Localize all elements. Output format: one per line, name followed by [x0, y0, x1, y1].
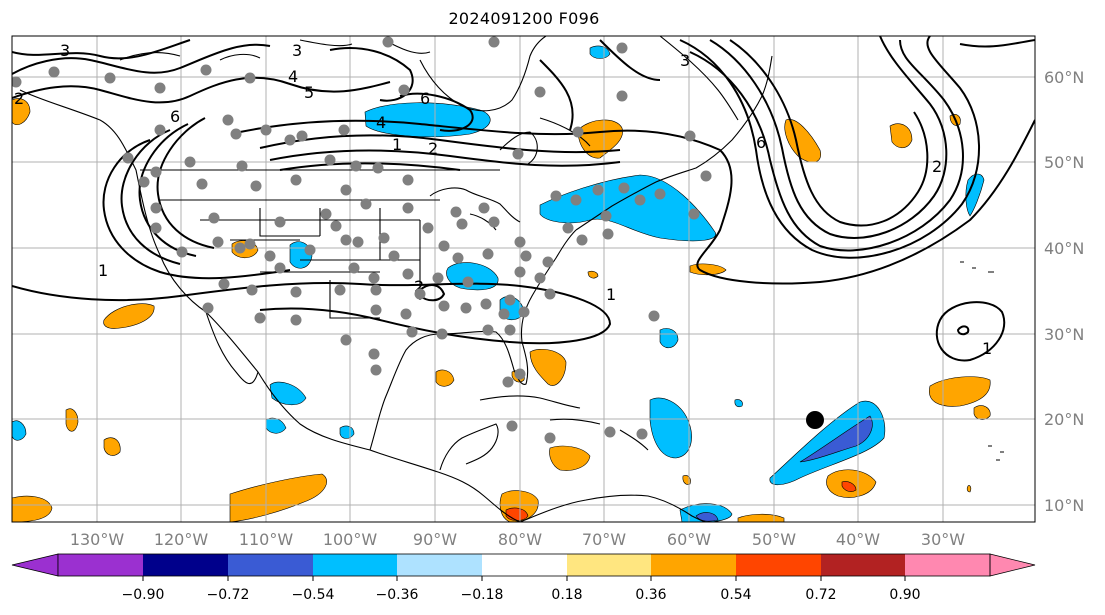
colorbar-bin	[651, 554, 736, 576]
contour-lines	[12, 36, 1035, 362]
storm-position-marker	[806, 411, 824, 429]
lon-label: 130°W	[70, 530, 125, 549]
lat-label: 20°N	[1044, 410, 1084, 429]
colorbar-tick-label: −0.90	[122, 587, 165, 603]
colorbar-frame	[57, 553, 991, 577]
contour-label: 5	[304, 83, 314, 102]
colorbar-tick-label: 0.54	[720, 587, 751, 603]
lon-label: 100°W	[323, 530, 378, 549]
map-title: 2024091200 F096	[448, 9, 600, 28]
colorbar-tick-label: 0.18	[551, 587, 582, 603]
lat-label: 50°N	[1044, 153, 1084, 172]
contour-label: 6	[170, 107, 180, 126]
colorbar-tick-label: −0.72	[207, 587, 250, 603]
graticule	[12, 36, 1035, 522]
lon-label: 70°W	[582, 530, 626, 549]
latitude-labels: 60°N 50°N 40°N 30°N 20°N 10°N	[1044, 68, 1084, 515]
colorbar-bin	[567, 554, 651, 576]
lon-label: 60°W	[667, 530, 711, 549]
colorbar-bin	[58, 554, 143, 576]
colorbar-bin	[482, 554, 567, 576]
lat-label: 10°N	[1044, 496, 1084, 515]
colorbar-bin	[736, 554, 821, 576]
contour-label: 1	[98, 261, 108, 280]
colorbar-bin	[821, 554, 905, 576]
map-panel	[12, 36, 1035, 522]
colorbar-extend-high	[989, 553, 1036, 577]
contour-label: 3	[680, 51, 690, 70]
contour-label: 1	[606, 285, 616, 304]
lon-label: 90°W	[413, 530, 457, 549]
colorbar-bin	[905, 554, 990, 576]
contour-label: 2	[932, 157, 942, 176]
colorbar-tick-label: 0.90	[889, 587, 920, 603]
map-frame	[11, 35, 1036, 523]
colorbar-tick-label: −0.54	[292, 587, 335, 603]
negative-anomaly-newfoundland	[539, 174, 717, 242]
colorbar-tick-label: −0.36	[376, 587, 419, 603]
station-dots	[12, 36, 712, 444]
colorbar-bin	[313, 554, 397, 576]
contour-label: 4	[288, 67, 298, 86]
negative-anomaly-storm	[769, 400, 886, 486]
lon-label: 110°W	[239, 530, 294, 549]
lat-label: 60°N	[1044, 68, 1084, 87]
colorbar-bin	[228, 554, 313, 576]
contour-label: 6	[756, 133, 766, 152]
colorbar-bin	[397, 554, 482, 576]
lon-label: 30°W	[921, 530, 965, 549]
colorbar-extend-low	[11, 553, 59, 577]
contour-label: 2	[414, 277, 424, 296]
lon-label: 40°W	[836, 530, 880, 549]
lon-label: 120°W	[154, 530, 209, 549]
contour-label: 3	[60, 41, 70, 60]
lon-label: 50°W	[752, 530, 796, 549]
colorbar-tick-label: 0.36	[635, 587, 666, 603]
contour-label: 3	[292, 41, 302, 60]
contour-label: 1	[982, 339, 992, 358]
lon-label: 80°W	[498, 530, 542, 549]
contour-label: 1	[392, 135, 402, 154]
colorbar-bin	[143, 554, 228, 576]
colorbar-tick-label: 0.72	[805, 587, 836, 603]
longitude-labels: 130°W 120°W 110°W 100°W 90°W 80°W 70°W 6…	[70, 530, 965, 549]
lat-label: 40°N	[1044, 239, 1084, 258]
colorbar: −0.90 −0.72 −0.54 −0.36 −0.18 0.18 0.36 …	[11, 553, 1036, 603]
lat-label: 30°N	[1044, 325, 1084, 344]
contour-label: 6	[420, 89, 430, 108]
colorbar-tick-label: −0.18	[461, 587, 504, 603]
contour-label: 2	[14, 89, 24, 108]
contour-label: 2	[428, 139, 438, 158]
contour-label-group: 3 3 4 5 6 4 6 2 2 1 1 2 1 1 3 2 6	[14, 41, 992, 358]
contour-label: 4	[376, 113, 386, 132]
